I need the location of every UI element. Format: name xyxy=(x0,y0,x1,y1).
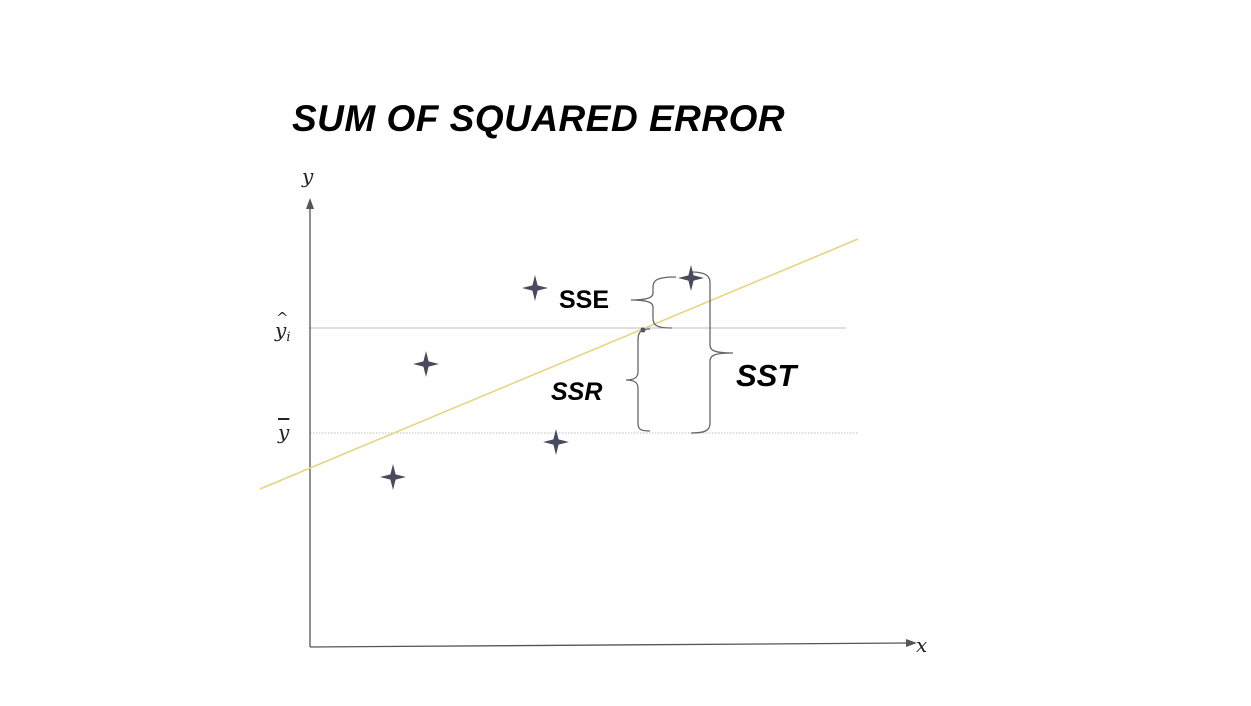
y-bar-label: y xyxy=(278,420,289,444)
sst-label: SST xyxy=(736,358,797,393)
four-point-star-3-icon xyxy=(678,265,704,291)
four-point-star-4-icon xyxy=(543,429,569,455)
regression-line xyxy=(259,238,859,490)
y-axis-label: y xyxy=(302,164,314,188)
y-bar-symbol: y xyxy=(278,420,290,444)
y-hat-label: ^ yi xyxy=(275,309,291,345)
y-hat-symbol: y xyxy=(275,318,287,342)
y-hat-subscript: i xyxy=(286,330,291,345)
four-point-star-2-icon xyxy=(522,275,548,301)
x-axis-arrow xyxy=(906,639,917,647)
sst-brace xyxy=(690,271,734,434)
x-axis-label: x xyxy=(916,633,928,657)
four-point-star-5-icon xyxy=(380,464,406,490)
data-points xyxy=(380,265,704,490)
sse-label: SSE xyxy=(559,286,610,314)
sse-brace xyxy=(630,276,677,329)
hat-accent: ^ xyxy=(276,309,289,327)
diagram-title: SUM OF SQUARED ERROR xyxy=(292,98,786,139)
x-axis xyxy=(309,642,909,648)
ssr-label: SSR xyxy=(551,378,603,406)
y-axis-arrow xyxy=(306,198,314,209)
four-point-star-1-icon xyxy=(413,351,439,377)
ssr-brace xyxy=(625,328,651,432)
